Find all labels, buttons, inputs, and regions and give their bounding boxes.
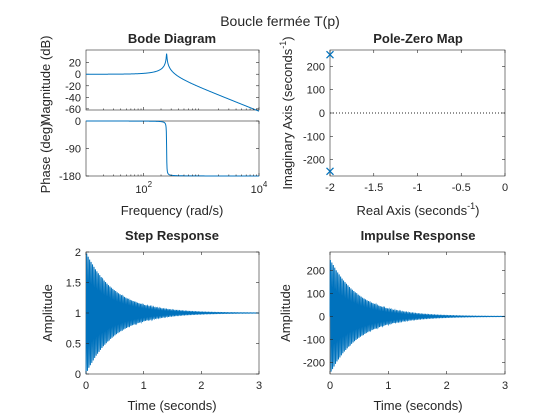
impulse-ytick-label: -100	[303, 334, 325, 346]
impulse-ytick-label: -200	[303, 357, 325, 369]
bode-title: Bode Diagram	[128, 31, 216, 46]
impulse-ytick-label: 100	[307, 288, 325, 300]
bode-magnitude-ytick-label: -60	[65, 104, 81, 116]
bode-xtick-label-base: 10	[251, 184, 263, 196]
bode-phase-ytick-label: -90	[65, 144, 81, 156]
step-ticks: 0 0.5 1 1.5 2 0 1 2 3	[66, 247, 262, 392]
bode-xtick-label-exponent: 2	[148, 180, 153, 189]
bode-panel: Bode Diagram 200-20-40-60 Magnitude (dB)…	[38, 31, 268, 218]
step-ytick-label: 1.5	[66, 278, 81, 290]
pzmap-ticks: 200 100 0 -100 -200 -2 -1.5 -1 -0.5 0	[303, 50, 508, 194]
bode-magnitude-ytick-label: -40	[65, 92, 81, 104]
pole-marker-stroke	[326, 167, 334, 176]
pzmap-poles	[326, 50, 334, 176]
pzmap-xlabel-text: Real Axis (seconds	[357, 203, 468, 218]
pzmap-xlabel-close: )	[475, 203, 479, 218]
step-trace	[85, 253, 260, 375]
bode-phase-ylabel: Phase (deg)	[38, 123, 53, 194]
pzmap-panel: Pole-Zero Map 200 100 0 -100 -200 -2 -1.5 -1 -0.…	[278, 31, 508, 218]
impulse-trace	[329, 259, 506, 372]
pzmap-xtick-label: -2	[325, 182, 335, 194]
pzmap-ytick-label: 100	[307, 85, 325, 97]
pzmap-xtick-label: -1.5	[364, 182, 383, 194]
pzmap-ylabel-text: Imaginary Axis (seconds	[280, 48, 295, 189]
step-xtick-label: 1	[141, 380, 147, 392]
bode-magnitude-ytick-label: 0	[75, 69, 81, 81]
bode-magnitude-ytick-label: 20	[69, 58, 81, 70]
pzmap-ytick-label: -200	[303, 155, 325, 167]
pole-marker-stroke	[326, 50, 334, 59]
pzmap-ylabel-exponent: -1	[278, 41, 288, 49]
pzmap-xlabel: Real Axis (seconds-1)	[357, 201, 480, 218]
bode-xlabel: Frequency (rad/s)	[121, 203, 224, 218]
step-ytick-label: 2	[75, 247, 81, 259]
pole-marker	[326, 50, 334, 59]
pzmap-xtick-label: -0.5	[452, 182, 471, 194]
figure-title: Boucle fermée T(p)	[220, 13, 340, 29]
bode-xtick-label: 104	[251, 180, 268, 196]
step-xlabel: Time (seconds)	[127, 398, 216, 413]
bode-xtick-label: 102	[135, 180, 152, 196]
impulse-title: Impulse Response	[361, 228, 476, 243]
bode-phase-ytick-label: 0	[75, 116, 81, 128]
bode-phase-yticks: 0 -90 -180	[59, 116, 259, 183]
pzmap-ylabel-close: )	[280, 36, 295, 40]
step-panel: Step Response 0 0.5 1 1.5 2 0 1 2 3 Time (second…	[40, 228, 262, 413]
step-ylabel: Amplitude	[40, 284, 55, 342]
pzmap-xtick-label: -1	[413, 182, 423, 194]
step-ytick-label: 0	[75, 369, 81, 381]
bode-xticks: 102 104	[103, 50, 268, 196]
impulse-xtick-label: 0	[327, 380, 333, 392]
step-title: Step Response	[125, 228, 219, 243]
bode-phase-ytick-label: -180	[59, 171, 81, 183]
bode-xtick-label-exponent: 4	[263, 180, 268, 189]
step-xtick-label: 2	[198, 380, 204, 392]
bode-phase-trace	[86, 120, 259, 177]
bode-magnitude-axes: 200-20-40-60 Magnitude (dB)	[38, 36, 260, 125]
bode-magnitude-trace	[86, 53, 260, 112]
pzmap-ytick-label: 200	[307, 61, 325, 73]
impulse-xtick-label: 3	[502, 380, 508, 392]
impulse-ytick-label: 200	[307, 265, 325, 277]
bode-phase-axes: 0 -90 -180 Phase (deg)	[38, 116, 260, 194]
bode-magnitude-ylabel: Magnitude (dB)	[38, 36, 53, 125]
impulse-ylabel: Amplitude	[278, 284, 293, 342]
bode-xtick-label-base: 10	[135, 184, 147, 196]
pzmap-ylabel: Imaginary Axis (seconds-1)	[278, 36, 295, 189]
bode-phase-box	[85, 120, 260, 177]
bode-magnitude-yticks: 200-20-40-60	[65, 58, 259, 116]
pzmap-ytick-label: 0	[319, 108, 325, 120]
impulse-ytick-label: 0	[319, 311, 325, 323]
impulse-xtick-label: 2	[444, 380, 450, 392]
step-ytick-label: 1	[75, 308, 81, 320]
impulse-xtick-label: 1	[385, 380, 391, 392]
pzmap-xtick-label: 0	[502, 182, 508, 194]
pole-marker	[326, 167, 334, 176]
impulse-xlabel: Time (seconds)	[373, 398, 462, 413]
pzmap-ytick-label: -100	[303, 131, 325, 143]
bode-magnitude-ytick-label: -20	[65, 81, 81, 93]
pzmap-xlabel-exponent: -1	[467, 201, 475, 211]
step-xtick-label: 3	[256, 380, 262, 392]
step-ytick-label: 0.5	[66, 339, 81, 351]
step-xtick-label: 0	[83, 380, 89, 392]
pzmap-title: Pole-Zero Map	[373, 31, 463, 46]
